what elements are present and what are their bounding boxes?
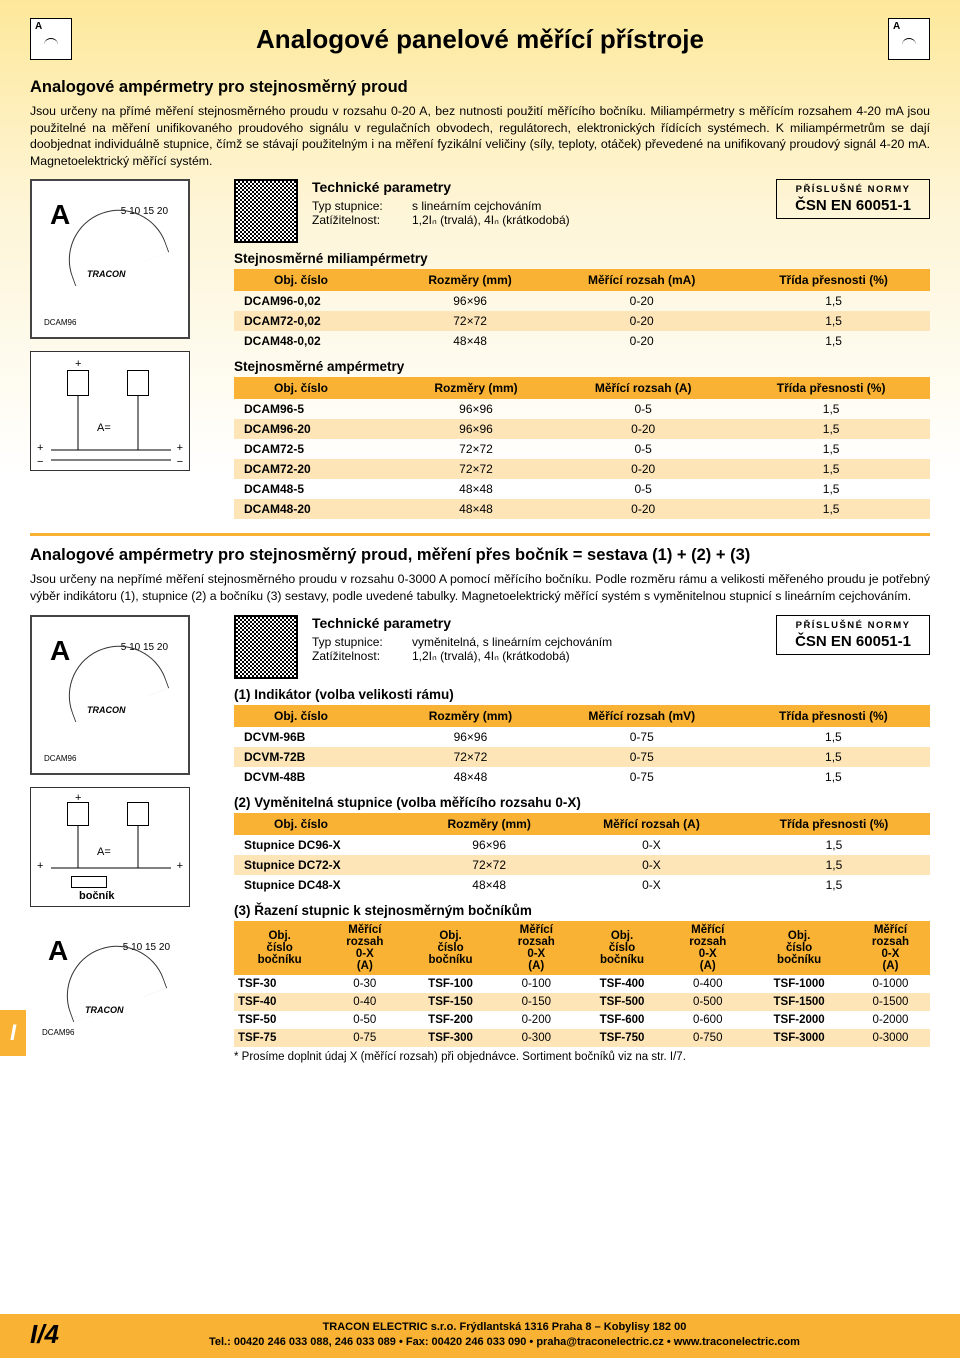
table-milliammeters: Obj. čísloRozměry (mm)Měřící rozsah (mA)… <box>234 269 930 351</box>
table5-footnote: * Prosíme doplnit údaj X (měřící rozsah)… <box>234 1051 930 1063</box>
tech-title: Technické parametry <box>312 179 762 195</box>
schematic-diagram: + A= + − + − <box>30 351 190 471</box>
scale-image: A 5 10 15 20 TRACON DCAM96 <box>30 917 190 1047</box>
table4-heading: (2) Vyměnitelná stupnice (volba měřícího… <box>234 795 930 810</box>
section2-heading: Analogové ampérmetry pro stejnosměrný pr… <box>30 546 930 565</box>
footer: I/4 TRACON ELECTRIC s.r.o. Frýdlantská 1… <box>0 1314 960 1358</box>
table-ammeters: Obj. čísloRozměry (mm)Měřící rozsah (A)T… <box>234 377 930 519</box>
meter-icon <box>30 18 72 60</box>
qr-code <box>234 615 298 679</box>
table1-heading: Stejnosměrné miliampérmetry <box>234 251 930 266</box>
section1-body: Jsou určeny na přímé měření stejnosměrné… <box>30 103 930 169</box>
product-image: A 5 10 15 20 TRACON DCAM96 <box>30 615 190 775</box>
table-shunts: Obj.číslobočníkuMěřícírozsah0-X(A)Obj.čí… <box>234 921 930 1047</box>
schematic-diagram-2: + A= bočník + + <box>30 787 190 907</box>
norm-box: PŘÍSLUŠNÉ NORMY ČSN EN 60051-1 <box>776 179 930 219</box>
section1-heading: Analogové ampérmetry pro stejnosměrný pr… <box>30 78 930 97</box>
table-indicator: Obj. čísloRozměry (mm)Měřící rozsah (mV)… <box>234 705 930 787</box>
product-image: A 5 10 15 20 TRACON DCAM96 <box>30 179 190 339</box>
table2-heading: Stejnosměrné ampérmetry <box>234 359 930 374</box>
tech-title: Technické parametry <box>312 615 762 631</box>
norm-box: PŘÍSLUŠNÉ NORMY ČSN EN 60051-1 <box>776 615 930 655</box>
table-scale: Obj. čísloRozměry (mm)Měřící rozsah (A)T… <box>234 813 930 895</box>
table5-heading: (3) Řazení stupnic k stejnosměrným boční… <box>234 903 930 918</box>
table3-heading: (1) Indikátor (volba velikosti rámu) <box>234 687 930 702</box>
page-number: I/4 <box>30 1319 59 1350</box>
qr-code <box>234 179 298 243</box>
meter-icon <box>888 18 930 60</box>
page-title: Analogové panelové měřící přístroje <box>92 24 868 55</box>
section2-body: Jsou určeny na nepřímé měření stejnosměr… <box>30 571 930 604</box>
side-tab: I <box>0 1010 26 1056</box>
